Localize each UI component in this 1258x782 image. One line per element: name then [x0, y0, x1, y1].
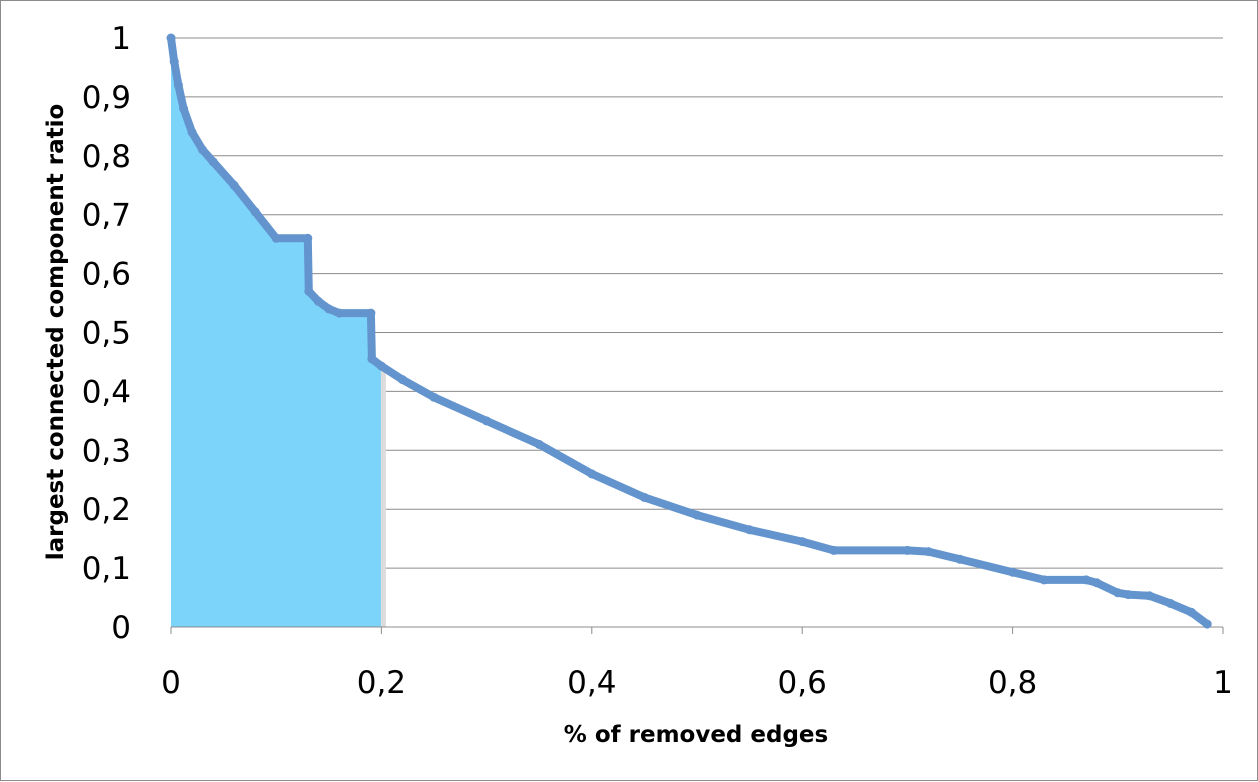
y-tick-label-9: 0,9 [82, 80, 131, 116]
data-point-5 [198, 145, 208, 155]
x-tick-label-0: 0 [161, 665, 181, 701]
data-point-4 [187, 127, 197, 137]
data-point-6 [208, 157, 218, 167]
data-point-0 [166, 33, 176, 43]
shaded-area [171, 38, 382, 627]
shaded-region [171, 38, 386, 627]
y-tick-labels: 0 0,1 0,2 0,3 0,4 0,5 0,6 0,7 0,8 0,9 1 [82, 21, 131, 646]
data-point-18 [397, 375, 407, 385]
data-point-20 [482, 416, 492, 426]
data-point-31 [1008, 567, 1018, 577]
data-point-27 [829, 545, 839, 555]
data-point-22 [587, 469, 597, 479]
data-point-25 [745, 525, 755, 535]
data-point-21 [534, 439, 544, 449]
x-tick-label-3: 0,6 [778, 665, 827, 701]
y-axis-title: largest connected component ratio [43, 104, 69, 561]
data-point-10 [303, 233, 313, 243]
data-point-29 [923, 547, 933, 557]
data-point-33 [1081, 575, 1091, 585]
y-tick-label-7: 0,7 [82, 198, 131, 234]
data-point-13 [324, 304, 334, 314]
x-tick-label-4: 0,8 [988, 665, 1037, 701]
x-tick-label-5: 1 [1213, 665, 1233, 701]
data-point-28 [902, 545, 912, 555]
x-tick-labels: 0 0,2 0,4 0,6 0,8 1 [161, 665, 1233, 701]
data-point-17 [376, 361, 386, 371]
data-point-15 [366, 308, 376, 318]
data-point-14 [334, 308, 344, 318]
x-tick-label-2: 0,4 [567, 665, 616, 701]
y-tick-label-2: 0,2 [82, 492, 131, 528]
data-point-8 [250, 207, 260, 217]
data-point-2 [173, 80, 183, 90]
data-point-26 [797, 537, 807, 547]
y-tick-label-1: 0,1 [82, 551, 131, 587]
data-point-36 [1123, 590, 1133, 600]
y-tick-label-0: 0 [111, 610, 131, 646]
data-point-23 [639, 492, 649, 502]
data-point-12 [313, 296, 323, 306]
y-tick-label-8: 0,8 [82, 139, 131, 175]
data-point-30 [955, 554, 965, 564]
series [166, 33, 1212, 629]
y-tick-label-4: 0,4 [82, 374, 131, 410]
y-tick-label-6: 0,6 [82, 257, 131, 293]
data-point-9 [271, 233, 281, 243]
data-point-24 [692, 510, 702, 520]
data-point-3 [179, 104, 189, 114]
x-axis-title: % of removed edges [564, 722, 828, 748]
y-tick-label-10: 1 [111, 21, 131, 57]
data-point-11 [304, 286, 314, 296]
data-point-40 [1202, 619, 1212, 629]
data-point-35 [1113, 588, 1123, 598]
data-point-19 [429, 392, 439, 402]
data-point-39 [1186, 607, 1196, 617]
y-tick-label-5: 0,5 [82, 316, 131, 352]
x-tick-label-1: 0,2 [357, 665, 406, 701]
data-point-38 [1165, 598, 1175, 608]
data-point-37 [1144, 591, 1154, 601]
data-point-32 [1039, 575, 1049, 585]
data-point-1 [169, 57, 179, 67]
data-point-7 [229, 180, 239, 190]
y-tick-label-3: 0,3 [82, 433, 131, 469]
data-point-34 [1092, 578, 1102, 588]
axes [170, 626, 1224, 634]
data-point-16 [367, 354, 377, 364]
